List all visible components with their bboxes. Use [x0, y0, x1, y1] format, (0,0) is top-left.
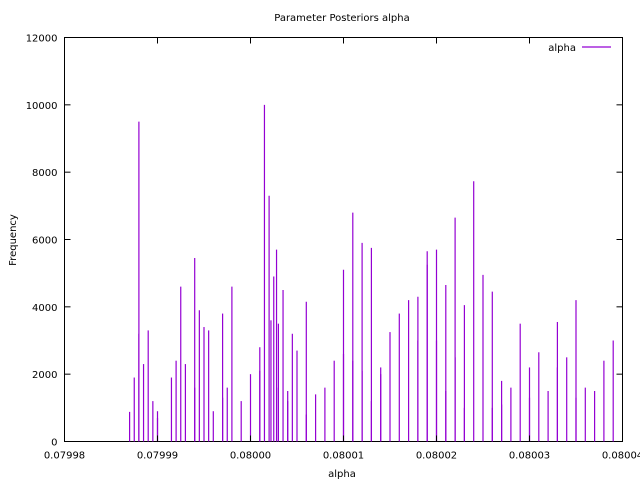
x-tick-label: 0.08004 [602, 451, 640, 462]
y-tick-label: 0 [51, 438, 57, 449]
bar-group [129, 104, 614, 442]
y-tick-label: 6000 [32, 236, 57, 247]
x-tick-label: 0.07999 [137, 451, 178, 462]
x-tick-label: 0.08001 [323, 451, 364, 462]
x-tick-label: 0.08003 [509, 451, 550, 462]
y-tick-label: 10000 [26, 101, 58, 112]
x-tick-label: 0.08002 [416, 451, 457, 462]
chart-title: Parameter Posteriors alpha [274, 13, 410, 24]
x-tick-label: 0.08000 [230, 451, 271, 462]
y-axis-label: Frequency [8, 214, 19, 266]
x-axis-label: alpha [328, 469, 356, 480]
x-axis-ticks: 0.07998 0.07999 0.08000 0.08001 0.08002 0.080… [44, 37, 640, 462]
x-tick-label: 0.07998 [44, 451, 85, 462]
y-tick-label: 12000 [26, 34, 58, 45]
legend: alpha [548, 43, 611, 54]
legend-label: alpha [548, 43, 576, 54]
y-tick-label: 4000 [32, 303, 57, 314]
y-tick-label: 2000 [32, 370, 57, 381]
y-tick-label: 8000 [32, 168, 57, 179]
y-axis-ticks: 0 2000 4000 6000 8000 10000 12000 [26, 34, 623, 449]
